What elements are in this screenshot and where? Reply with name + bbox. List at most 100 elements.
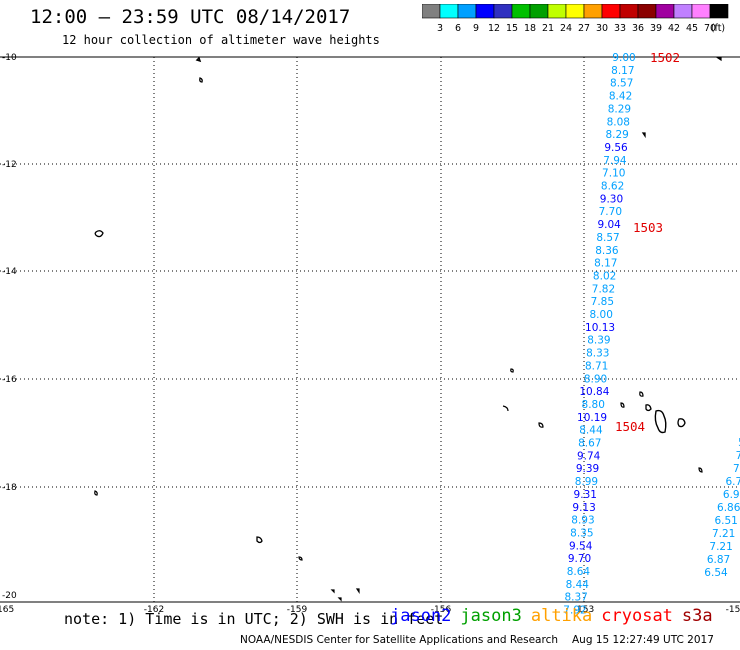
- wave-height-reading: 10.84: [579, 386, 609, 398]
- wave-height-reading: 8.17: [594, 258, 617, 270]
- island-outline: [698, 467, 703, 473]
- altimeter-track-right: 65776.76.96.866.517.217.216.876.54: [704, 437, 740, 579]
- wave-height-reading: 8.42: [609, 91, 632, 103]
- island-outline: [645, 404, 652, 412]
- wave-height-reading: 7.21: [712, 528, 735, 540]
- wave-height-reading: 9.31: [574, 489, 597, 501]
- satellite-cryosat-label: cryosat: [601, 606, 673, 626]
- satellite-s3a-label: s3a: [681, 606, 713, 626]
- wave-height-reading: 8.17: [611, 65, 634, 77]
- island-outline: [298, 556, 303, 561]
- wave-height-reading: 9.04: [597, 219, 621, 231]
- wave-height-reading: 7.94: [603, 155, 627, 167]
- x-tick-label: -162: [144, 605, 164, 615]
- x-tick-label: -153: [574, 605, 594, 615]
- x-tick-label: -165: [0, 605, 14, 615]
- wave-height-reading: 8.08: [607, 116, 630, 128]
- island-outline: [94, 230, 104, 238]
- colorbar-label: 6: [455, 23, 461, 34]
- y-tick-label: -10: [2, 53, 17, 63]
- island-outline: [355, 588, 360, 594]
- wave-height-reading: 8.71: [585, 360, 608, 372]
- island-outline: [716, 57, 722, 62]
- storm-id-label: 1504: [615, 419, 645, 434]
- island-outline: [256, 536, 263, 544]
- wave-height-reading: 6.51: [714, 515, 737, 527]
- wave-height-reading: 7.21: [709, 541, 732, 553]
- wave-height-reading: 8.99: [575, 476, 598, 488]
- wave-height-reading: 8.62: [601, 181, 624, 193]
- y-tick-label: -14: [2, 267, 17, 277]
- colorbar-label: 42: [668, 23, 680, 34]
- wave-height-reading: 8.00: [590, 309, 613, 321]
- wave-height-reading: 8.44: [579, 425, 603, 437]
- colorbar-swatch: [709, 4, 729, 19]
- island-outline: [677, 418, 686, 428]
- map-grid: [0, 57, 740, 602]
- satellite-jason2-label: jason2: [390, 606, 452, 626]
- wave-height-reading: 8.35: [570, 527, 593, 539]
- wave-height-reading: 6.54: [704, 567, 728, 579]
- x-tick-label: -15: [726, 605, 740, 615]
- colorbar-label: 36: [632, 23, 644, 34]
- wave-height-reading: 10.13: [585, 322, 615, 334]
- wave-height-reading: 8.44: [566, 579, 590, 591]
- wave-height-reading: 8.64: [567, 566, 591, 578]
- island-outline: [502, 405, 509, 412]
- colorbar-label: 21: [542, 23, 554, 34]
- wave-height-reading: 7: [733, 463, 740, 475]
- wave-height-reading: 10.19: [577, 412, 607, 424]
- y-tick-label: -18: [2, 483, 17, 493]
- storm-id-label: 1502: [650, 50, 680, 65]
- storm-labels: 1502 1503 1504: [615, 50, 680, 434]
- wave-height-reading: 8.02: [593, 270, 616, 282]
- wave-height-reading: 7.70: [599, 206, 622, 218]
- wave-height-reading: 9.39: [576, 463, 599, 475]
- wave-height-reading: 8.93: [571, 515, 594, 527]
- wave-height-reading: 8.39: [587, 335, 610, 347]
- wave-height-reading: 9.54: [569, 540, 593, 552]
- map-subtitle: 12 hour collection of altimeter wave hei…: [62, 33, 380, 47]
- colorbar-label: 15: [506, 23, 518, 34]
- wave-height-reading: 8.80: [582, 399, 605, 411]
- wave-height-reading: 8.57: [610, 78, 633, 90]
- axis-labels: -10 -12 -14 -16 -18 -20 -165 -162 -159 -156 -153 -1…: [0, 53, 740, 615]
- wave-height-colorbar: 3 6 9 12 15 18 21 24 27 30 33 36 39 42 45 70(ft): [422, 4, 729, 34]
- colorbar-label: 27: [578, 23, 590, 34]
- wave-height-reading: 9.74: [577, 450, 601, 462]
- wave-height-reading: 7.85: [591, 296, 614, 308]
- wave-height-reading: 6.87: [707, 554, 730, 566]
- wave-height-reading: 6.7: [725, 476, 740, 488]
- island-outline: [195, 56, 202, 63]
- colorbar-label: 24: [560, 23, 572, 34]
- island-outline: [199, 77, 203, 83]
- island-outline: [654, 409, 667, 434]
- footer-note: note: 1) Time is in UTC; 2) SWH is in fe…: [64, 610, 444, 628]
- colorbar-label: 39: [650, 23, 662, 34]
- colorbar-label: 33: [614, 23, 626, 34]
- wave-height-reading: 8.67: [578, 438, 601, 450]
- y-tick-label: -20: [2, 591, 17, 601]
- island-outlines: [94, 56, 722, 602]
- satellite-jason3-label: jason3: [460, 606, 522, 626]
- y-tick-label: -12: [2, 160, 17, 170]
- map-title: 12:00 – 23:59 UTC 08/14/2017: [30, 6, 351, 28]
- colorbar-label: 30: [596, 23, 608, 34]
- wave-height-reading: 8.36: [595, 245, 619, 257]
- wave-height-reading: 7.10: [602, 168, 625, 180]
- island-outline: [510, 368, 514, 373]
- colorbar-label: 3: [437, 23, 443, 34]
- colorbar-unit: (ft): [711, 23, 725, 34]
- wave-height-reading: 7.82: [592, 283, 615, 295]
- island-outline: [620, 402, 625, 408]
- satellite-altika-label: altika: [530, 606, 593, 626]
- island-outline: [538, 422, 544, 428]
- wave-height-reading: 7: [736, 450, 740, 462]
- wave-height-reading: 9.00: [612, 52, 635, 64]
- wave-height-reading: 8.29: [608, 103, 631, 115]
- storm-id-label: 1503: [633, 220, 663, 235]
- wave-height-reading: 5: [738, 437, 740, 449]
- wave-height-reading: 9.70: [568, 553, 591, 565]
- satellite-legend: jason2 jason3 altika cryosat s3a: [390, 606, 722, 626]
- y-tick-label: -16: [2, 375, 17, 385]
